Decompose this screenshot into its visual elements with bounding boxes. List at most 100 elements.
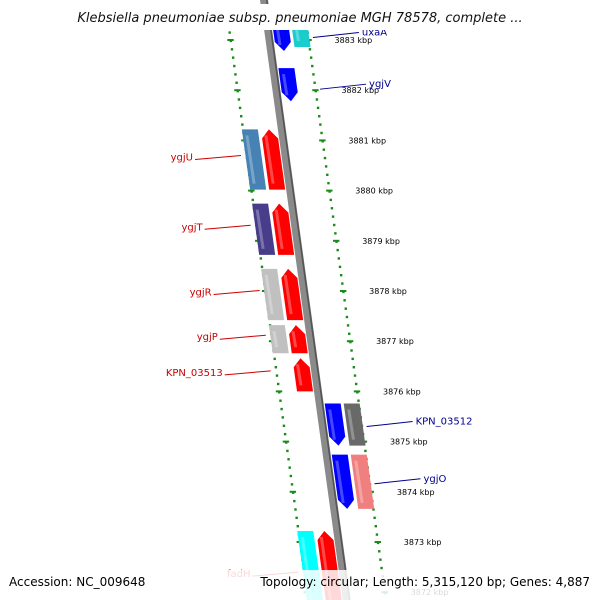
minor-tick-left bbox=[233, 64, 236, 68]
gene-arrow-highlight bbox=[281, 74, 289, 96]
minor-tick-left bbox=[280, 407, 283, 411]
genome-backbone-edge bbox=[265, 0, 351, 600]
tick-label: 3881 kbp bbox=[348, 136, 386, 145]
gene-feature bbox=[289, 325, 308, 354]
minor-tick-right bbox=[378, 550, 381, 553]
gene-label-leader bbox=[366, 421, 413, 428]
minor-tick-right bbox=[316, 106, 320, 110]
minor-tick-right bbox=[352, 366, 356, 369]
gene-arrow-highlight bbox=[295, 364, 303, 386]
minor-tick-right bbox=[326, 173, 329, 176]
minor-tick-left bbox=[231, 56, 235, 59]
gene-label[interactable]: ygjV bbox=[369, 79, 391, 90]
minor-tick-left bbox=[235, 81, 238, 84]
minor-tick-right bbox=[343, 299, 346, 302]
minor-tick-left bbox=[281, 416, 284, 419]
tick-label: 3880 kbp bbox=[355, 187, 393, 196]
gene-feature bbox=[262, 129, 286, 190]
gene-feature bbox=[331, 454, 354, 509]
gene-arrow-highlight bbox=[354, 460, 364, 503]
label-layer: uxaA ygjV ygjU ygjT ygjR ygjP KPN_03513 KPN_035… bbox=[166, 27, 473, 580]
minor-tick-right bbox=[337, 257, 341, 260]
gene-label-leader bbox=[204, 224, 251, 230]
minor-tick-right bbox=[364, 449, 367, 453]
minor-tick-left bbox=[237, 98, 241, 101]
map-title: Klebsiella pneumoniae subsp. pneumoniae … bbox=[77, 11, 522, 26]
tick-label: 3876 kbp bbox=[383, 387, 421, 396]
gene-label-leader bbox=[312, 31, 359, 38]
minor-tick-right bbox=[372, 508, 375, 511]
backbone-layer bbox=[259, 0, 351, 600]
gene-label[interactable]: ygjO bbox=[423, 474, 446, 485]
gene-arrow-body bbox=[278, 68, 298, 102]
minor-tick-right bbox=[345, 315, 349, 319]
minor-tick-right bbox=[339, 274, 343, 277]
minor-tick-left bbox=[295, 516, 298, 520]
minor-tick-right bbox=[315, 98, 319, 101]
gene-feature bbox=[278, 68, 298, 102]
minor-tick-left bbox=[290, 483, 294, 486]
minor-tick-right bbox=[336, 248, 339, 252]
minor-tick-left bbox=[276, 382, 280, 386]
gene-arrow-body bbox=[343, 403, 366, 446]
minor-tick-left bbox=[259, 257, 263, 260]
gene-arrow-highlight bbox=[272, 331, 279, 348]
minor-tick-right bbox=[374, 525, 377, 528]
gene-arrow-body bbox=[241, 129, 267, 190]
minor-tick-right bbox=[323, 156, 327, 160]
gene-arrow-highlight bbox=[291, 331, 298, 348]
minor-tick-left bbox=[273, 357, 276, 361]
gene-arrow-highlight bbox=[328, 409, 336, 440]
minor-tick-left bbox=[230, 48, 234, 51]
gene-label-leader bbox=[224, 370, 271, 376]
minor-tick-left bbox=[275, 374, 279, 377]
footer-background bbox=[0, 570, 600, 600]
minor-tick-left bbox=[279, 399, 282, 402]
minor-tick-right bbox=[327, 181, 330, 185]
gene-label[interactable]: ygjR bbox=[190, 288, 212, 299]
tick-label: 3873 kbp bbox=[404, 538, 442, 547]
gene-feature bbox=[268, 325, 289, 354]
minor-tick-right bbox=[379, 558, 382, 561]
minor-tick-left bbox=[274, 366, 278, 369]
minor-tick-right bbox=[331, 215, 335, 218]
minor-tick-left bbox=[289, 474, 293, 478]
gene-label-leader bbox=[374, 478, 421, 485]
minor-tick-left bbox=[234, 73, 237, 76]
gene-label[interactable]: ygjU bbox=[171, 152, 193, 163]
gene-arrow-body bbox=[272, 203, 295, 255]
minor-tick-right bbox=[322, 148, 326, 151]
minor-tick-right bbox=[353, 374, 357, 377]
gene-arrow-body bbox=[281, 268, 304, 321]
tick-label: 3878 kbp bbox=[369, 287, 407, 296]
minor-tick-right bbox=[308, 48, 312, 51]
gene-arrow-body bbox=[268, 325, 289, 354]
minor-tick-left bbox=[282, 424, 286, 427]
minor-tick-right bbox=[318, 115, 321, 118]
minor-tick-right bbox=[330, 207, 334, 210]
minor-tick-right bbox=[334, 232, 337, 235]
gene-arrow-highlight bbox=[283, 274, 293, 315]
gene-arrow-highlight bbox=[255, 209, 265, 249]
gene-label-leader bbox=[194, 154, 242, 160]
minor-tick-left bbox=[260, 265, 264, 269]
minor-tick-right bbox=[380, 566, 383, 570]
gene-label[interactable]: ygjT bbox=[181, 222, 203, 233]
gene-label[interactable]: KPN_03513 bbox=[166, 368, 223, 379]
gene-label[interactable]: uxaA bbox=[362, 27, 387, 38]
minor-tick-left bbox=[283, 432, 287, 436]
minor-tick-right bbox=[341, 282, 344, 285]
minor-tick-left bbox=[288, 466, 291, 469]
gene-arrow-body bbox=[293, 358, 314, 392]
minor-tick-left bbox=[296, 525, 299, 528]
genome-summary-text: Topology: circular; Length: 5,315,120 bp… bbox=[259, 575, 590, 589]
minor-tick-right bbox=[313, 81, 316, 84]
gene-label[interactable]: KPN_03512 bbox=[416, 417, 473, 428]
minor-tick-right bbox=[319, 123, 322, 126]
minor-tick-left bbox=[294, 508, 297, 511]
gene-arrow-highlight bbox=[335, 460, 345, 503]
minor-tick-right bbox=[354, 382, 358, 386]
gene-label[interactable]: ygjP bbox=[197, 332, 218, 343]
gene-arrow-body bbox=[262, 129, 286, 190]
